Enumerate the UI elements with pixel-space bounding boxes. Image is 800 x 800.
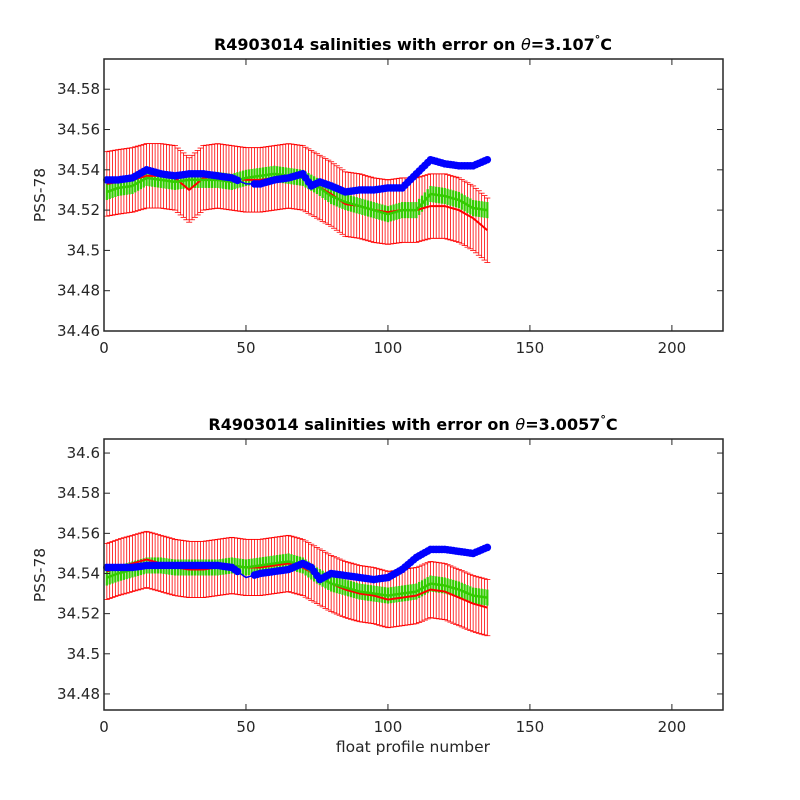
y-tick-label: 34.54 bbox=[57, 161, 100, 179]
y-tick-label: 34.6 bbox=[67, 444, 100, 462]
y-tick-label: 34.5 bbox=[67, 645, 100, 663]
float-salinity-point bbox=[483, 543, 492, 552]
bottom-axes-box bbox=[103, 438, 724, 711]
bottom-float-points bbox=[103, 543, 492, 584]
y-tick-label: 34.46 bbox=[57, 322, 100, 340]
x-tick-label: 0 bbox=[99, 339, 109, 357]
top-ticks: 0 50 100 150 200 34.46 34.48 34.5 34.52 34.54 34.5… bbox=[57, 59, 723, 357]
top-float-points bbox=[103, 155, 492, 196]
bottom-chart-title: R4903014 salinities with error on θ=3.00… bbox=[208, 413, 617, 434]
x-tick-label: 100 bbox=[374, 339, 403, 357]
top-axes-box bbox=[103, 58, 724, 332]
x-tick-label: 150 bbox=[516, 718, 545, 736]
float-salinity-point bbox=[233, 567, 242, 576]
y-tick-label: 34.56 bbox=[57, 121, 100, 139]
bottom-panel: 0 50 100 150 200 34.48 34.5 34.52 34.54 34.56 34.5… bbox=[31, 413, 724, 756]
x-tick-label: 100 bbox=[374, 718, 403, 736]
bottom-y-axis-label: PSS-78 bbox=[31, 548, 49, 602]
y-tick-label: 34.56 bbox=[57, 524, 100, 542]
y-tick-label: 34.52 bbox=[57, 201, 100, 219]
x-tick-label: 50 bbox=[236, 718, 255, 736]
y-tick-label: 34.48 bbox=[57, 685, 100, 703]
y-tick-label: 34.58 bbox=[57, 80, 100, 98]
x-tick-label: 150 bbox=[516, 339, 545, 357]
bottom-ticks: 0 50 100 150 200 34.48 34.5 34.52 34.54 34.56 34.5… bbox=[57, 439, 723, 736]
x-tick-label: 200 bbox=[658, 339, 687, 357]
y-tick-label: 34.52 bbox=[57, 605, 100, 623]
float-salinity-point bbox=[233, 176, 242, 185]
y-tick-label: 34.5 bbox=[67, 241, 100, 259]
y-tick-label: 34.48 bbox=[57, 282, 100, 300]
y-tick-label: 34.58 bbox=[57, 484, 100, 502]
x-tick-label: 50 bbox=[236, 339, 255, 357]
x-tick-label: 0 bbox=[99, 718, 109, 736]
top-chart-title: R4903014 salinities with error on θ=3.10… bbox=[214, 33, 612, 54]
x-axis-label: float profile number bbox=[336, 738, 491, 756]
y-tick-label: 34.54 bbox=[57, 564, 100, 582]
float-salinity-point bbox=[483, 155, 492, 164]
top-panel: 0 50 100 150 200 34.46 34.48 34.5 34.52 34.54 34.5… bbox=[31, 33, 724, 357]
top-y-axis-label: PSS-78 bbox=[31, 168, 49, 222]
x-tick-label: 200 bbox=[658, 718, 687, 736]
